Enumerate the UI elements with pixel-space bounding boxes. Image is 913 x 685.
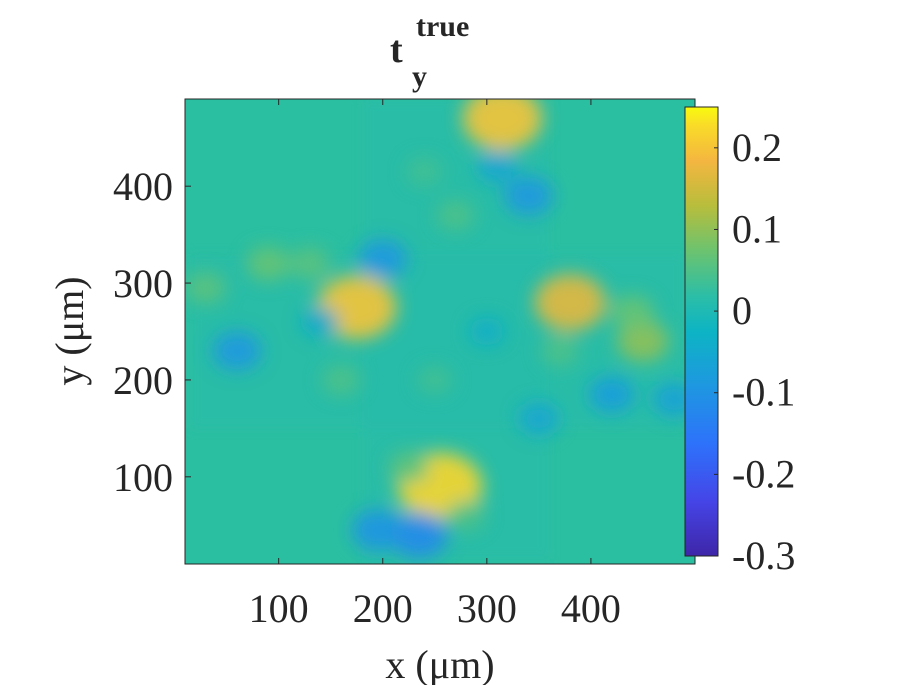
heat-feature-4	[390, 512, 448, 558]
title-superscript: true	[416, 10, 469, 43]
colorbar-tick-label: -0.2	[732, 451, 795, 496]
colorbar-tick-label: -0.3	[732, 533, 795, 578]
heat-feature-15	[611, 294, 655, 330]
heat-feature-21	[518, 402, 560, 435]
y-axis: 100 200 300 400	[113, 164, 695, 500]
heat-feature-8	[212, 331, 262, 371]
y-tick-label: 400	[113, 164, 173, 209]
heat-feature-18	[417, 366, 453, 394]
colorbar-tick-label: -0.1	[732, 370, 795, 415]
heat-feature-10	[652, 382, 695, 417]
heat-feature-24	[407, 157, 442, 186]
heat-feature-23	[447, 500, 485, 531]
heatmap-field	[185, 99, 695, 560]
x-axis: 100 200 300 400	[249, 99, 621, 631]
heat-feature-19	[469, 317, 505, 346]
colorbar-tick-label: 0.1	[732, 206, 782, 251]
x-tick-label: 200	[353, 586, 413, 631]
heat-feature-22	[388, 451, 429, 484]
colorbar-tick-label: 0	[732, 288, 752, 333]
heat-feature-6	[504, 176, 553, 216]
y-tick-label: 200	[113, 358, 173, 403]
heat-feature-5	[351, 509, 404, 551]
y-tick-label: 100	[113, 455, 173, 500]
y-axis-label: y (μm)	[47, 276, 92, 385]
heat-feature-9	[588, 376, 635, 413]
heat-feature-7	[358, 239, 408, 279]
x-tick-label: 300	[457, 586, 517, 631]
heat-feature-26	[540, 335, 579, 366]
feature-layer	[185, 99, 695, 558]
heat-feature-11	[246, 246, 290, 281]
heat-feature-17	[436, 200, 475, 231]
plot-area	[185, 99, 695, 564]
colorbar: 0.2 0.1 0 -0.1 -0.2 -0.3	[684, 106, 795, 578]
x-tick-label: 100	[249, 586, 309, 631]
heat-feature-13	[185, 271, 226, 305]
colorbar-ticks: 0.2 0.1 0 -0.1 -0.2 -0.3	[714, 125, 795, 578]
colorbar-gradient	[684, 106, 719, 557]
heat-feature-25	[301, 306, 340, 337]
heat-feature-14	[617, 320, 669, 362]
x-tick-label: 400	[561, 586, 621, 631]
heat-feature-0	[462, 99, 543, 151]
heat-feature-12	[289, 247, 331, 280]
heat-feature-20	[322, 364, 360, 395]
heat-feature-3	[534, 273, 606, 331]
colorbar-tick-label: 0.2	[732, 125, 782, 170]
chart-title: t true y	[390, 10, 469, 93]
heat-feature-16	[477, 150, 518, 183]
x-axis-label: x (μm)	[385, 642, 494, 685]
y-tick-label: 300	[113, 261, 173, 306]
title-subscript: y	[412, 60, 427, 93]
title-base: t	[390, 29, 403, 71]
